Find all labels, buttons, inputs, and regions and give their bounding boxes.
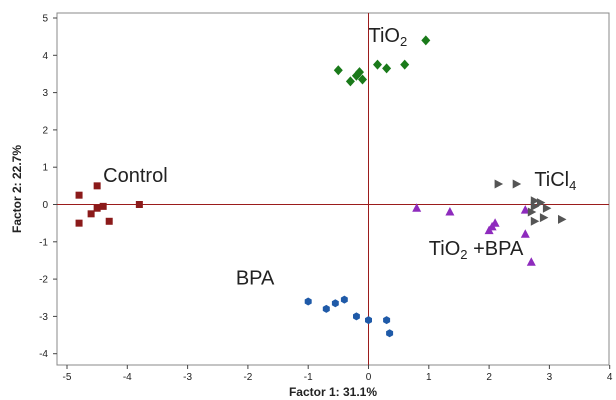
y-tick-label: -1 — [39, 237, 48, 248]
data-point — [340, 295, 348, 304]
x-tick-label: 2 — [486, 372, 492, 383]
data-point — [445, 207, 455, 216]
data-point — [490, 218, 500, 227]
group-label: BPA — [236, 268, 275, 290]
data-point — [400, 59, 410, 70]
data-point — [322, 304, 330, 313]
data-point — [558, 214, 567, 224]
data-point — [331, 299, 339, 308]
data-point — [512, 179, 522, 189]
data-point — [75, 219, 83, 227]
y-tick-label: 5 — [42, 14, 48, 25]
data-point — [87, 210, 95, 218]
y-tick-label: -4 — [39, 349, 48, 360]
group-annotations: Control TiO2 TiCl4 TiO2 +BPA BPA — [103, 25, 576, 289]
x-tick-label: -3 — [183, 372, 192, 383]
x-tick-label: -2 — [243, 372, 252, 383]
x-axis-title: Factor 1: 31.1% — [289, 385, 377, 399]
x-tick-label: 1 — [426, 372, 432, 383]
x-tick-label: -4 — [123, 372, 132, 383]
x-tick-label: -5 — [63, 372, 72, 383]
data-point — [536, 198, 546, 208]
group-label: TiCl4 — [534, 169, 576, 193]
data-point — [333, 65, 343, 76]
data-point — [527, 207, 537, 217]
x-axis-ticks: -5 -4 -3 -2 -1 0 1 2 3 4 — [63, 365, 613, 383]
data-point — [105, 217, 113, 225]
group-label: TiO2 +BPA — [429, 238, 524, 262]
data-point — [386, 329, 394, 338]
data-point — [494, 179, 504, 189]
data-point — [382, 63, 392, 74]
data-point — [520, 205, 530, 214]
data-point — [530, 201, 540, 211]
y-tick-label: 0 — [42, 200, 48, 211]
x-tick-label: 4 — [607, 372, 613, 383]
y-axis-ticks: 5 4 3 2 1 0 -1 -2 -3 -4 — [39, 14, 57, 360]
data-point — [355, 67, 364, 78]
plot-frame — [56, 12, 610, 366]
y-tick-label: -3 — [39, 312, 48, 323]
data-point — [75, 191, 83, 199]
y-tick-label: 4 — [42, 51, 48, 62]
data-point — [135, 201, 143, 208]
y-tick-label: -2 — [39, 275, 48, 286]
data-point — [373, 59, 382, 70]
data-point — [345, 76, 355, 87]
y-axis-title: Factor 2: 22.7% — [10, 145, 24, 233]
y-tick-label: 1 — [42, 163, 48, 174]
data-point — [93, 204, 101, 212]
data-point — [520, 229, 530, 238]
data-point — [530, 216, 540, 226]
x-tick-label: 3 — [547, 372, 553, 383]
data-point — [412, 203, 422, 212]
data-point — [99, 202, 107, 210]
data-point — [365, 316, 372, 325]
data-point — [353, 312, 360, 321]
y-tick-label: 3 — [42, 88, 48, 99]
y-tick-label: 2 — [42, 125, 48, 136]
data-point — [526, 257, 536, 266]
data-point — [542, 203, 552, 213]
data-point — [383, 316, 391, 325]
group-label: TiO2 — [369, 25, 408, 49]
data-point — [421, 35, 431, 46]
x-tick-label: 0 — [366, 372, 372, 383]
group-label: Control — [103, 165, 167, 187]
data-point — [304, 297, 312, 306]
x-tick-label: -1 — [304, 372, 313, 383]
data-point — [539, 213, 549, 223]
reference-lines — [57, 13, 609, 365]
data-point — [358, 74, 367, 85]
data-points — [75, 35, 567, 338]
data-point — [93, 182, 101, 190]
